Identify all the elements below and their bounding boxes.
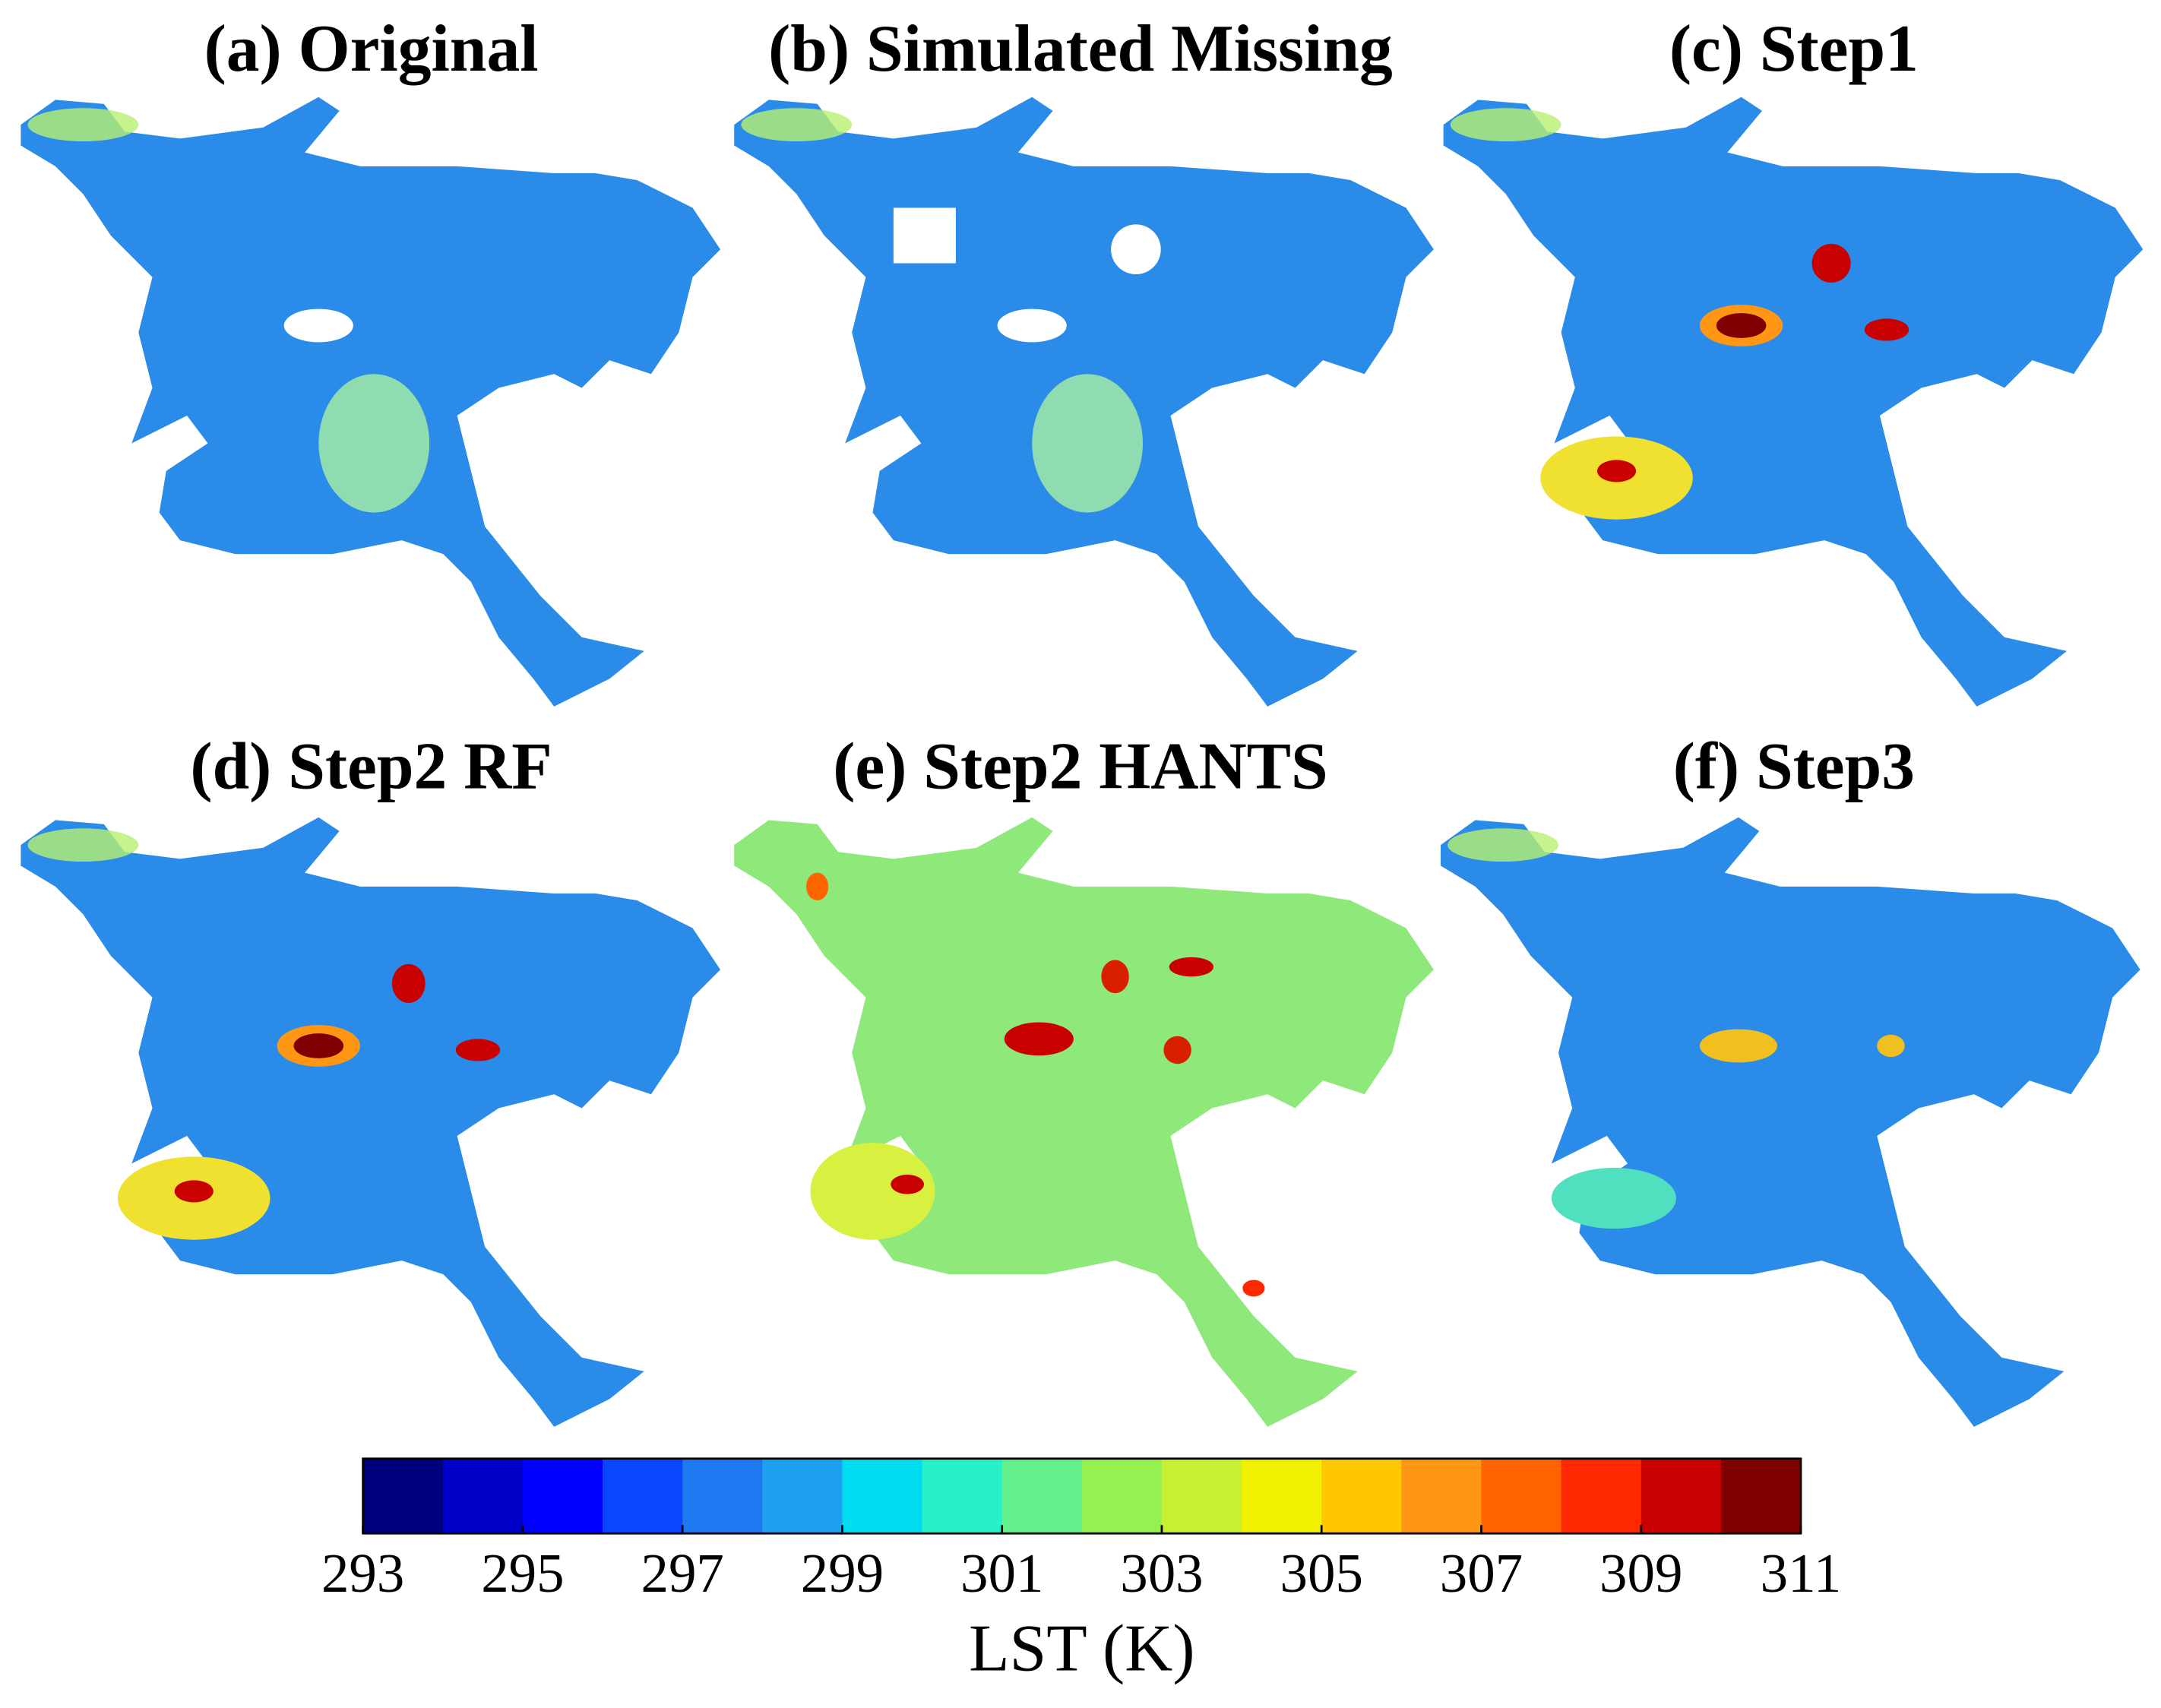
colorbar-tick-label: 309 — [1599, 1542, 1682, 1604]
map-e — [734, 817, 1434, 1427]
map-a — [21, 96, 721, 707]
panel-titles: (a) Original (b) Simulated Missing (c) Ste… — [190, 11, 1919, 802]
colorbar-bin — [1401, 1458, 1482, 1534]
colorbar-bin — [682, 1458, 764, 1534]
panel-title: (a) Original — [204, 11, 539, 85]
colorbar-bin — [362, 1458, 444, 1534]
colorbar-bin — [1720, 1458, 1802, 1534]
panel-title: (b) Simulated Missing — [768, 11, 1393, 85]
colorbar-bin — [842, 1458, 923, 1534]
colorbar-frame — [362, 1457, 1802, 1535]
colorbar-bin — [442, 1458, 524, 1534]
colorbar-tick-label: 295 — [481, 1542, 564, 1604]
panel-title: (c) Step1 — [1669, 11, 1919, 85]
map-d — [21, 817, 721, 1427]
colorbar-tick-label: 305 — [1280, 1542, 1363, 1604]
colorbar-tick-label: 301 — [960, 1542, 1043, 1604]
colorbar: 293 295 297 299 301 303 305 307 309 311 LST (K) — [321, 1457, 1842, 1685]
map-f — [1441, 817, 2140, 1427]
colorbar-tick-label: 299 — [801, 1542, 884, 1604]
colorbar-tick-label: 293 — [321, 1542, 404, 1604]
colorbar-bin — [1001, 1458, 1083, 1534]
colorbar-tick-label: 311 — [1761, 1542, 1842, 1604]
colorbar-bin — [1321, 1458, 1403, 1534]
colorbar-bin — [762, 1458, 843, 1534]
colorbar-bin — [522, 1458, 603, 1534]
colorbar-bin — [1242, 1458, 1323, 1534]
colorbar-tick-label: 297 — [641, 1542, 723, 1604]
colorbar-label: LST (K) — [969, 1612, 1194, 1685]
panel-title: (f) Step3 — [1673, 729, 1915, 802]
panel-title: (d) Step2 RF — [190, 729, 552, 802]
map-panels — [21, 96, 2144, 1427]
colorbar-tick-label: 307 — [1440, 1542, 1523, 1604]
colorbar-bin — [1641, 1458, 1722, 1534]
panel-title: (e) Step2 HANTS — [833, 729, 1327, 802]
colorbar-bin — [1161, 1458, 1242, 1534]
colorbar-bin — [1081, 1458, 1163, 1534]
colorbar-bin — [603, 1458, 684, 1534]
map-b — [734, 96, 1434, 707]
colorbar-bin — [1561, 1458, 1642, 1534]
colorbar-tick-label: 303 — [1120, 1542, 1203, 1604]
map-c — [1443, 96, 2144, 707]
colorbar-bin — [922, 1458, 1003, 1534]
colorbar-bin — [1481, 1458, 1562, 1534]
